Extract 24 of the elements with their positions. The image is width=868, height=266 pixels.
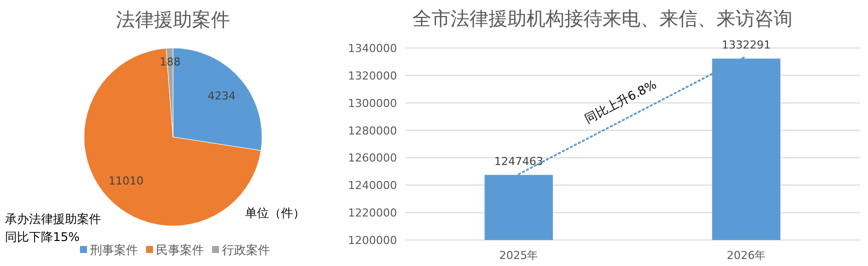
y-tick-label: 1280000	[348, 124, 397, 138]
data-label: 11010	[108, 174, 144, 188]
y-tick-label: 1220000	[348, 206, 397, 220]
y-tick-label: 1200000	[348, 234, 397, 247]
chart-title: 全市法律援助机构接待来电、来信、来访咨询	[412, 8, 792, 30]
y-tick-label: 1300000	[348, 96, 397, 110]
y-tick-label: 1240000	[348, 179, 397, 192]
annotation: 同比上升6.8%	[582, 77, 659, 126]
x-tick-label: 2026年	[726, 249, 766, 262]
data-label: 1332291	[722, 38, 771, 52]
legend-label: 刑事案件	[90, 243, 138, 257]
data-label: 4234	[208, 89, 236, 102]
text: 承办法律援助案件	[5, 212, 101, 226]
legend-label: 民事案件	[156, 243, 204, 257]
legend-label: 行政案件	[222, 243, 270, 257]
y-tick-label: 1320000	[348, 69, 397, 82]
y-tick-label: 1340000	[348, 42, 397, 55]
text: 单位（件）	[245, 206, 305, 220]
chart-title: 法律援助案件	[116, 9, 230, 31]
y-tick-label: 1260000	[348, 152, 397, 165]
x-tick-label: 2025年	[499, 249, 538, 262]
text: 同比下降15%	[5, 230, 80, 244]
data-label: 1247463	[494, 154, 544, 168]
data-label: 188	[160, 55, 181, 68]
